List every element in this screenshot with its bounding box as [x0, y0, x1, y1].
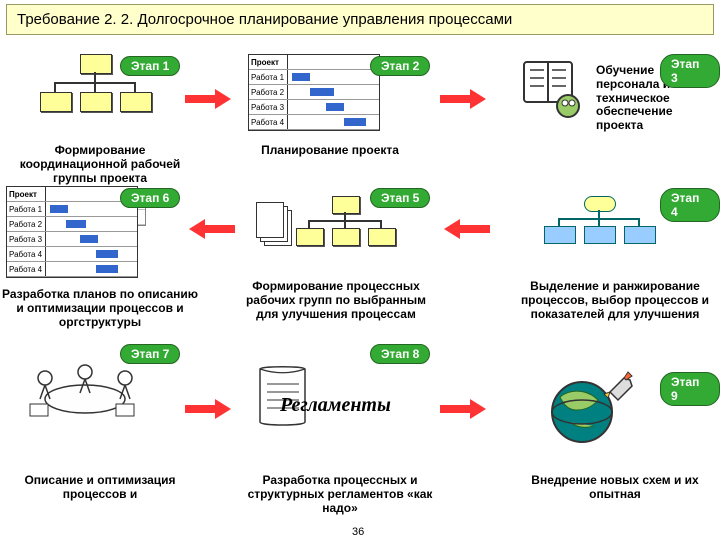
arrow-7-8 — [185, 399, 235, 419]
arrow-4-5 — [440, 219, 490, 239]
arrow-5-6 — [185, 219, 235, 239]
stage5-badge: Этап 5 — [370, 188, 430, 208]
globe-rocket-icon — [540, 362, 650, 452]
page-number: 36 — [352, 526, 364, 538]
stage4-badge: Этап 4 — [660, 188, 720, 222]
arrow-1-2 — [185, 89, 235, 109]
sketch-stage7 — [20, 354, 150, 434]
gantt-stage6: Проект Работа 1 Работа 2 Работа 3 Работа… — [6, 186, 138, 278]
stage3-badge: Этап 3 — [660, 54, 720, 88]
arrow-8-9 — [440, 399, 490, 419]
stage4-desc: Выделение и ранжирование процессов, выбо… — [510, 280, 720, 321]
stage7-badge: Этап 7 — [120, 344, 180, 364]
stage1-badge: Этап 1 — [120, 56, 180, 76]
reglament-label: Регламенты — [280, 394, 391, 417]
gantt-stage2: Проект Работа 1 Работа 2 Работа 3 Работа… — [248, 54, 380, 131]
arrow-2-3 — [440, 89, 490, 109]
stage8-desc: Разработка процессных и структурных регл… — [240, 474, 440, 515]
stage9-badge: Этап 9 — [660, 372, 720, 406]
stage9-desc: Внедрение новых схем и их опытная — [520, 474, 710, 502]
stage7-desc: Описание и оптимизация процессов и — [20, 474, 180, 502]
slide-title: Требование 2. 2. Долгосрочное планирован… — [6, 4, 714, 35]
stage6-badge: Этап 6 — [120, 188, 180, 208]
stage1-desc: Формирование координационной рабочей гру… — [0, 144, 200, 185]
stage5-desc: Формирование процессных рабочих групп по… — [236, 280, 436, 321]
stage2-badge: Этап 2 — [370, 56, 430, 76]
training-icon — [520, 56, 590, 126]
stage6-desc: Разработка планов по описанию и оптимиза… — [0, 288, 200, 329]
stage2-desc: Планирование проекта — [250, 144, 410, 158]
flowchart-stage4 — [540, 196, 660, 256]
stage8-badge: Этап 8 — [370, 344, 430, 364]
